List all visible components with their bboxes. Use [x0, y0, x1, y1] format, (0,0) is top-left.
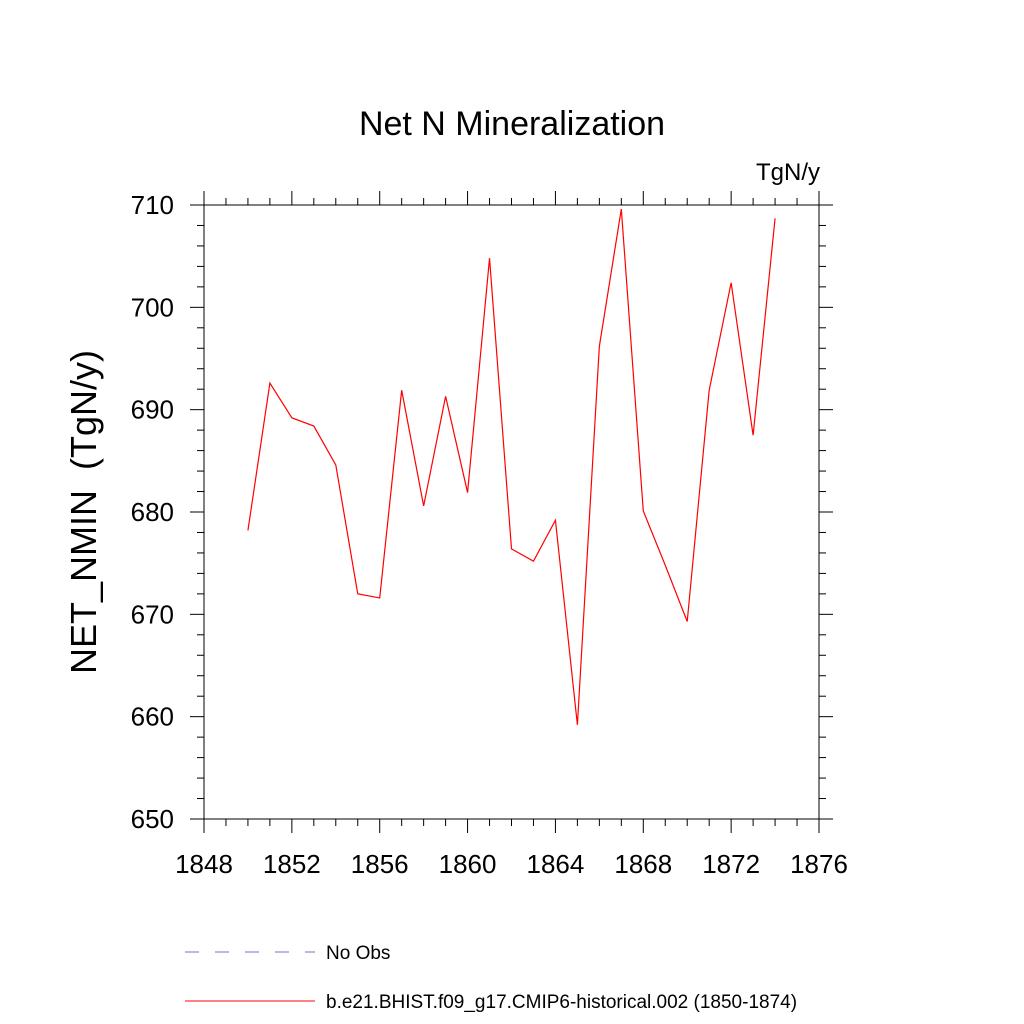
- legend-label-no-obs: No Obs: [326, 943, 390, 964]
- y-tick-label: 680: [131, 497, 174, 527]
- legend: No Obs b.e21.BHIST.f09_g17.CMIP6-histori…: [185, 943, 797, 1013]
- x-tick-label: 1856: [351, 849, 409, 879]
- y-axis-label: NET_NMIN (TgN/y): [63, 350, 104, 674]
- y-tick-label: 660: [131, 702, 174, 732]
- legend-label-model: b.e21.BHIST.f09_g17.CMIP6-historical.002…: [326, 992, 797, 1013]
- axis-ticks: 1848 1852 1856 1860 1864 1868 1872 1876 650 660 67…: [131, 190, 848, 879]
- y-tick-label: 690: [131, 395, 174, 425]
- x-tick-label: 1860: [439, 849, 497, 879]
- x-tick-label: 1852: [263, 849, 321, 879]
- series-layer: [247, 208, 776, 725]
- x-tick-label: 1872: [702, 849, 760, 879]
- y-tick-label: 650: [131, 804, 174, 834]
- units-label: TgN/y: [756, 159, 820, 186]
- series-line: [247, 208, 776, 725]
- y-tick-label: 670: [131, 599, 174, 629]
- x-tick-label: 1868: [614, 849, 672, 879]
- chart-title: Net N Mineralization: [359, 105, 665, 143]
- y-tick-label: 700: [131, 292, 174, 322]
- x-tick-label: 1876: [790, 849, 848, 879]
- x-tick-label: 1864: [527, 849, 585, 879]
- plot-frame: [203, 204, 820, 820]
- y-tick-label: 710: [131, 190, 174, 220]
- x-tick-label: 1848: [175, 849, 233, 879]
